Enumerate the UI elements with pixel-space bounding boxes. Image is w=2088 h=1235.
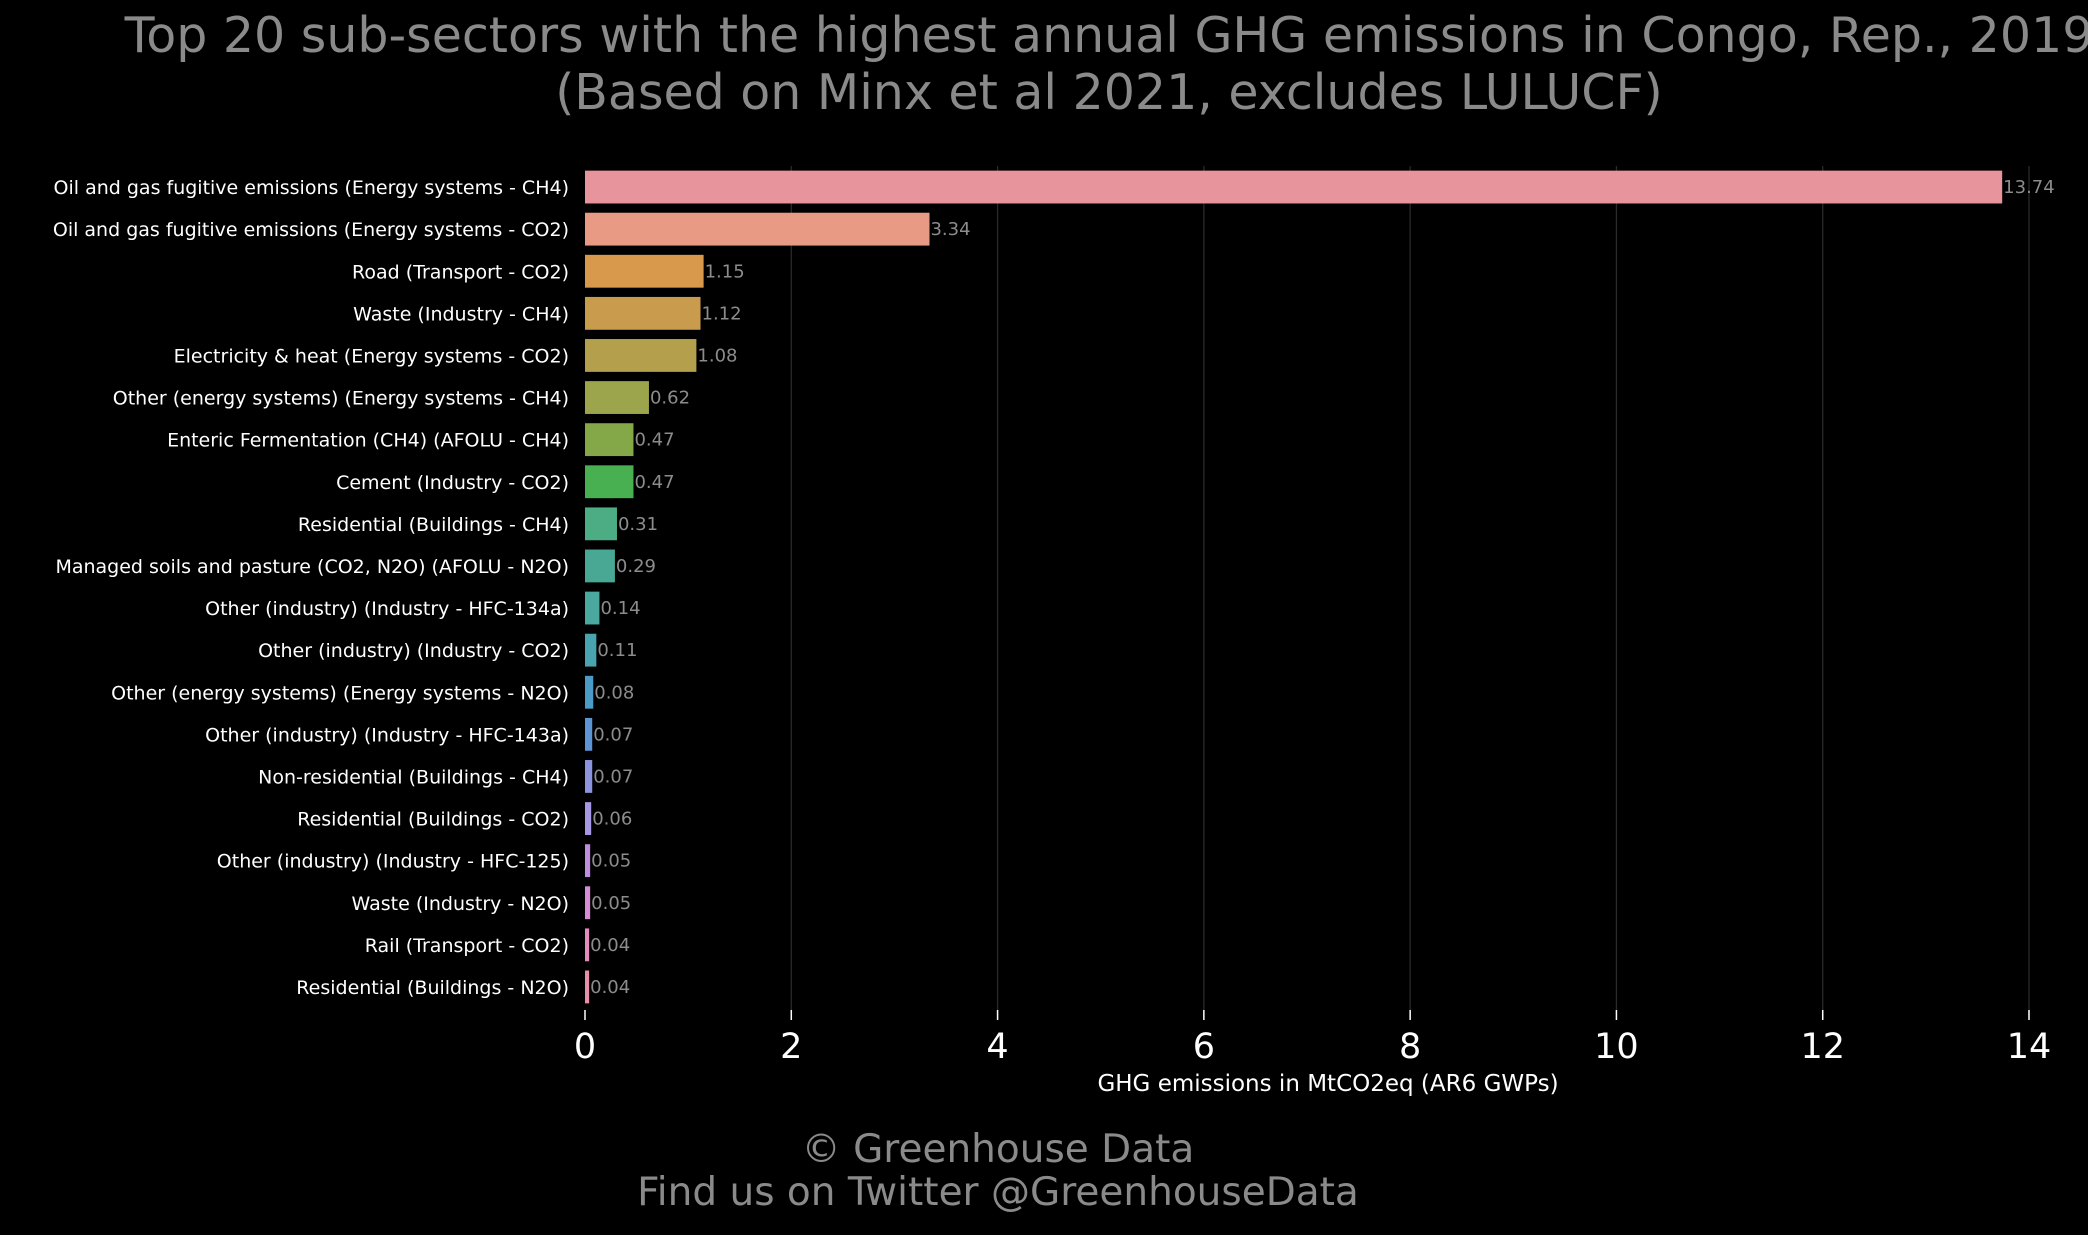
category-label: Enteric Fermentation (CH4) (AFOLU - CH4) — [167, 430, 569, 452]
category-label: Other (industry) (Industry - HFC-125) — [217, 851, 569, 873]
category-label: Other (industry) (Industry - CO2) — [258, 640, 569, 662]
bar — [585, 802, 592, 835]
bar — [585, 465, 634, 499]
x-axis-title: GHG emissions in MtCO2eq (AR6 GWPs) — [1097, 1071, 1558, 1097]
category-label: Other (industry) (Industry - HFC-143a) — [205, 724, 569, 746]
category-label: Electricity & heat (Energy systems - CO2… — [174, 345, 569, 367]
data-label: 0.05 — [591, 893, 631, 914]
bar — [585, 381, 649, 414]
data-label: 0.31 — [618, 514, 658, 535]
data-label: 0.07 — [593, 724, 633, 745]
bar — [585, 675, 594, 709]
x-tick-label: 14 — [2007, 1027, 2052, 1067]
data-label: 0.47 — [634, 430, 674, 451]
category-label: Residential (Buildings - CO2) — [297, 809, 569, 831]
data-label: 13.74 — [2003, 177, 2055, 198]
footer-copyright: © Greenhouse Data — [802, 1127, 1195, 1172]
bar — [585, 507, 617, 541]
data-label: 1.12 — [702, 303, 742, 324]
bar — [585, 339, 697, 372]
gridlines — [790, 166, 2030, 1016]
category-label: Waste (Industry - N2O) — [352, 893, 569, 915]
category-label: Non-residential (Buildings - CH4) — [258, 766, 569, 788]
data-label: 1.08 — [697, 345, 737, 366]
data-label: 0.14 — [600, 598, 640, 619]
data-label: 0.62 — [650, 388, 690, 409]
category-label: Oil and gas fugitive emissions (Energy s… — [54, 177, 569, 199]
category-label: Other (industry) (Industry - HFC-134a) — [205, 598, 569, 620]
bar — [585, 212, 930, 246]
data-label: 0.29 — [616, 556, 656, 577]
chart-title-line-2: (Based on Minx et al 2021, excludes LULU… — [555, 64, 1663, 121]
x-tick-label: 12 — [1800, 1027, 1845, 1067]
chart-title-line-1: Top 20 sub-sectors with the highest annu… — [124, 7, 2088, 64]
data-label: 0.04 — [590, 977, 630, 998]
category-label: Cement (Industry - CO2) — [336, 472, 569, 494]
category-label: Rail (Transport - CO2) — [365, 935, 569, 957]
data-label: 0.06 — [592, 809, 632, 830]
category-label: Other (energy systems) (Energy systems -… — [111, 682, 569, 704]
category-label: Residential (Buildings - N2O) — [296, 977, 569, 999]
data-label: 0.47 — [634, 472, 674, 493]
bars — [585, 170, 2003, 1004]
category-label: Oil and gas fugitive emissions (Energy s… — [53, 219, 569, 241]
x-tick-label: 6 — [1193, 1027, 1215, 1067]
data-label: 1.15 — [705, 261, 745, 282]
bar — [585, 423, 634, 457]
x-tick-label: 8 — [1399, 1027, 1421, 1067]
bar — [585, 760, 593, 793]
category-label: Residential (Buildings - CH4) — [298, 514, 569, 536]
category-label: Waste (Industry - CH4) — [353, 303, 569, 325]
bar — [585, 844, 591, 878]
bar — [585, 549, 615, 583]
bar — [585, 591, 600, 625]
category-label: Road (Transport - CO2) — [352, 261, 569, 283]
x-tick-label: 4 — [986, 1027, 1008, 1067]
bar — [585, 970, 590, 1004]
data-label: 0.05 — [591, 851, 631, 872]
bar — [585, 633, 597, 667]
bar — [585, 296, 701, 330]
bar — [585, 170, 2003, 204]
bar — [585, 254, 704, 288]
x-tick-label: 10 — [1594, 1027, 1639, 1067]
bar — [585, 717, 593, 751]
category-labels: Oil and gas fugitive emissions (Energy s… — [53, 177, 569, 999]
bar — [585, 928, 590, 962]
data-label: 0.08 — [594, 682, 634, 703]
data-label: 0.07 — [593, 766, 633, 787]
x-axis-ticks: 0 2 4 6 8 10 12 14 — [574, 1010, 2051, 1067]
footer-twitter: Find us on Twitter @GreenhouseData — [637, 1170, 1359, 1215]
x-tick-label: 2 — [780, 1027, 802, 1067]
bar — [585, 886, 591, 920]
category-label: Managed soils and pasture (CO2, N2O) (AF… — [55, 556, 569, 578]
data-label: 3.34 — [930, 219, 970, 240]
value-labels: 13.74 3.34 1.15 1.12 1.08 0.62 0.47 0.47 0.31 0.2… — [590, 177, 2055, 998]
category-label: Other (energy systems) (Energy systems -… — [113, 388, 569, 410]
data-label: 0.11 — [597, 640, 637, 661]
data-label: 0.04 — [590, 935, 630, 956]
x-tick-label: 0 — [574, 1027, 596, 1067]
